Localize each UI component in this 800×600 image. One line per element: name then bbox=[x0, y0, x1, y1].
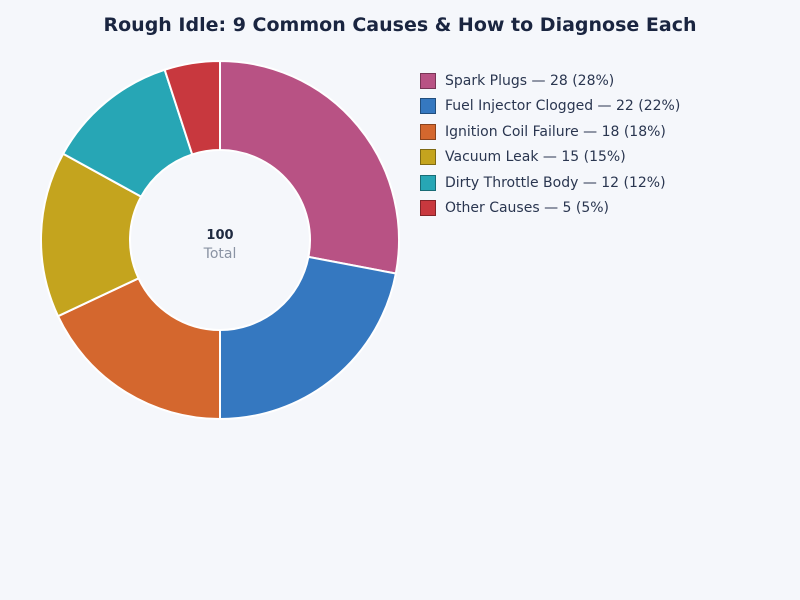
legend-swatch bbox=[420, 174, 436, 191]
chart-legend: Spark Plugs — 28 (28%) Fuel Injector Clog… bbox=[420, 68, 680, 221]
legend-item: Fuel Injector Clogged — 22 (22%) bbox=[420, 94, 680, 120]
legend-item: Ignition Coil Failure — 18 (18%) bbox=[420, 119, 680, 145]
legend-item: Dirty Throttle Body — 12 (12%) bbox=[420, 170, 680, 196]
legend-label: Vacuum Leak — 15 (15%) bbox=[445, 149, 626, 166]
donut-center-label: Total bbox=[203, 246, 237, 262]
legend-swatch bbox=[420, 123, 436, 140]
chart-title: Rough Idle: 9 Common Causes & How to Dia… bbox=[103, 14, 697, 36]
legend-label: Spark Plugs — 28 (28%) bbox=[445, 72, 615, 89]
donut-slice-fuel-injector-clogged bbox=[219, 255, 397, 421]
legend-item: Vacuum Leak — 15 (15%) bbox=[420, 145, 680, 171]
donut-slice-vacuum-leak bbox=[40, 152, 143, 318]
legend-item: Other Causes — 5 (5%) bbox=[420, 196, 680, 222]
donut-slice-other-causes bbox=[163, 59, 221, 156]
legend-swatch bbox=[420, 200, 436, 217]
legend-swatch bbox=[420, 149, 436, 166]
legend-label: Dirty Throttle Body — 12 (12%) bbox=[445, 174, 666, 191]
legend-label: Other Causes — 5 (5%) bbox=[445, 200, 610, 217]
donut-slice-ignition-coil-failure bbox=[56, 276, 221, 421]
legend-swatch bbox=[420, 98, 436, 115]
donut-slice-spark-plugs bbox=[219, 59, 400, 275]
legend-label: Ignition Coil Failure — 18 (18%) bbox=[445, 123, 666, 140]
legend-item: Spark Plugs — 28 (28%) bbox=[420, 68, 680, 94]
legend-label: Fuel Injector Clogged — 22 (22%) bbox=[445, 98, 681, 115]
donut-center-total: 100 bbox=[206, 228, 234, 243]
legend-swatch bbox=[420, 72, 436, 89]
